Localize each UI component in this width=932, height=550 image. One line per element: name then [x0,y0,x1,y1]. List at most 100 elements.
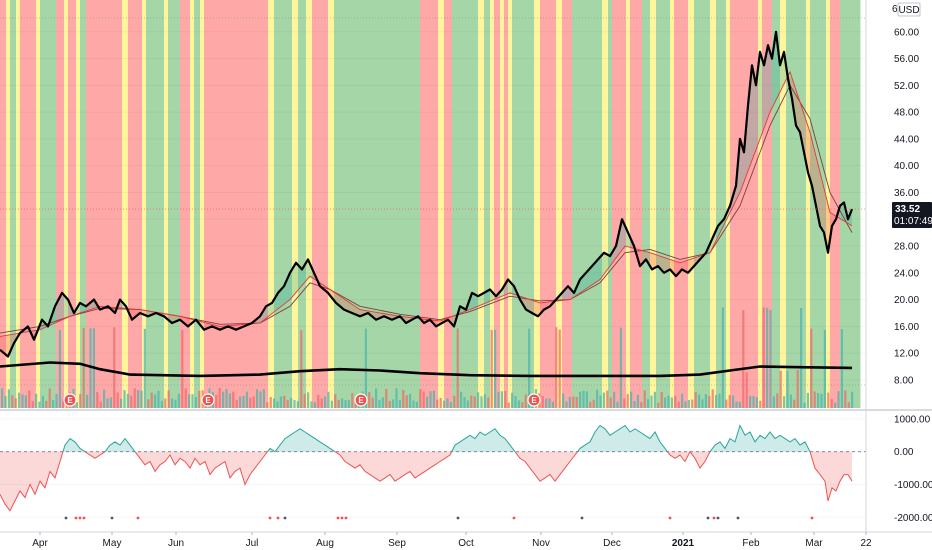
volume-bar [759,400,762,408]
signal-dot-dark [64,516,68,520]
volume-bar [130,395,133,408]
last-price-tag: 33.52 01:07:49 [892,202,932,229]
regime-band-green [512,0,535,408]
volume-bar [235,399,238,408]
volume-bar [327,391,330,408]
signal-dot-dark [716,516,720,520]
currency-badge[interactable] [897,2,921,17]
volume-bar [378,399,381,408]
regime-band-yellow [142,0,147,408]
volume-bar [626,393,629,408]
trend-fill-segment [756,51,760,150]
price-tick-label: 20.00 [894,295,919,306]
volume-bar [725,399,728,408]
volume-bar [313,402,316,408]
volume-bar [99,401,102,408]
volume-bar [487,397,490,408]
volume-bar [827,392,830,408]
volume-bar [755,397,758,408]
regime-band-yellow [534,0,541,408]
volume-bar [21,394,24,408]
volume-bar [256,389,259,408]
volume-bar [796,370,799,408]
oscillator-pane[interactable] [0,418,866,520]
volume-bar [749,395,752,408]
price-tick-label: 56.00 [894,54,919,65]
osc-tick-label: 0.00 [894,447,914,458]
trend-fill-segment [296,262,302,293]
earnings-marker-icon[interactable] [354,393,368,407]
volume-bar [239,396,242,408]
regime-band-green [572,0,603,408]
time-tick-label: 22 [860,538,872,549]
volume-bar [640,402,643,408]
regime-band-yellow [726,0,731,408]
volume-bar [820,394,823,408]
regime-band-red [540,0,557,408]
trend-fill-segment [562,286,568,301]
volume-bar [412,400,415,408]
time-axis[interactable]: Apr May Jun Jul Aug Sep Oct Nov Dec 2021 Feb Mar 22 [32,532,872,549]
volume-bar [337,400,340,408]
trend-fill-segment [772,31,776,109]
signal-dot-red [74,516,78,520]
regime-band-yellow [490,0,495,408]
volume-bar [466,400,469,408]
volume-bar [687,400,690,408]
signal-dot-dark [706,516,710,520]
trend-fill-segment [284,272,290,305]
price-axis[interactable]: 6 USD 60.00 56.00 52.00 48.00 44.00 40.00 36.0… [892,2,921,386]
signal-dot-dark [456,516,460,520]
volume-bar [800,308,803,408]
time-tick-label: Sep [388,538,406,549]
trend-fill-segment [568,286,574,300]
oscillator-axis[interactable]: 1000.00 0.00 -1000.00 -2000.00 [894,414,932,523]
volume-bar [398,400,401,408]
regime-band-yellow [650,0,657,408]
volume-bar [303,394,306,408]
volume-bar [616,401,619,408]
regime-band-red [762,0,773,408]
trend-fill-segment [272,292,278,314]
volume-bar [167,390,170,408]
regime-band-yellow [122,0,129,408]
volume-bar [191,394,194,408]
volume-bar [225,388,228,408]
earnings-marker-icon[interactable] [63,393,77,407]
regime-band-green [274,0,293,408]
signal-dot-red [336,516,340,520]
currency-label: USD [898,5,919,16]
trend-fill-segment [800,102,804,153]
volume-bar [779,370,782,408]
volume-bar [643,390,646,408]
volume-bar [171,398,174,408]
volume-bar [439,398,442,408]
volume-bar [62,399,65,408]
volume-bar [551,401,554,408]
osc-line-negative [0,451,853,512]
earnings-marker-icon[interactable] [527,393,541,407]
volume-bar [58,329,61,408]
signal-dot-dark [283,516,287,520]
volume-bar [266,402,269,408]
regime-band-red [630,0,643,408]
regime-band-green [716,0,727,408]
volume-bar [385,388,388,408]
volume-bar [330,400,333,408]
volume-bar [589,401,592,408]
volume-bar [745,372,748,408]
earnings-marker-icon[interactable] [201,393,215,407]
volume-bar [133,388,136,408]
time-tick-label: Nov [532,538,550,549]
last-price-value: 33.52 [895,204,920,215]
volume-bar [728,395,731,408]
price-tick-label: 24.00 [894,268,919,279]
volume-bar [48,388,51,408]
signal-dot-red [268,516,272,520]
regime-band-red [0,0,7,408]
volume-bar [269,397,272,408]
volume-bar [436,399,439,408]
